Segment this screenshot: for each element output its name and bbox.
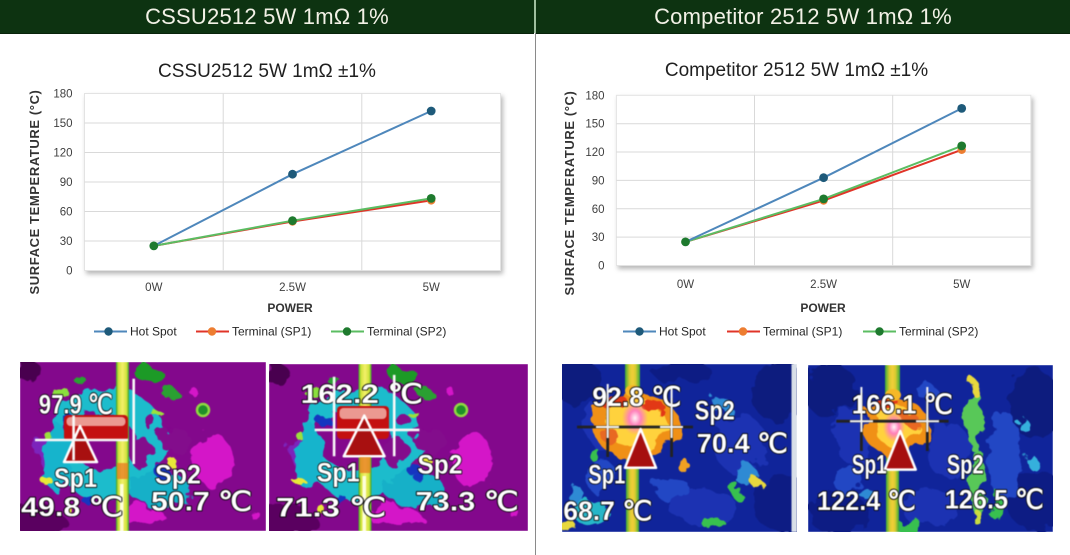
svg-text:0: 0 xyxy=(66,266,72,278)
svg-text:90: 90 xyxy=(60,177,73,189)
svg-text:Sp1: Sp1 xyxy=(588,459,625,489)
svg-text:Sp2: Sp2 xyxy=(155,459,201,489)
svg-text:0W: 0W xyxy=(677,279,694,291)
svg-text:166.1 ℃: 166.1 ℃ xyxy=(852,389,953,419)
svg-text:0: 0 xyxy=(598,261,604,273)
svg-text:Terminal (SP2): Terminal (SP2) xyxy=(367,325,446,339)
svg-text:Sp1: Sp1 xyxy=(317,457,360,487)
svg-text:POWER: POWER xyxy=(267,301,313,315)
svg-text:60: 60 xyxy=(592,204,605,216)
svg-text:30: 30 xyxy=(60,236,73,248)
svg-text:50.7 ℃: 50.7 ℃ xyxy=(151,487,252,517)
svg-text:Sp1: Sp1 xyxy=(852,449,887,479)
svg-text:Sp2: Sp2 xyxy=(695,395,735,425)
svg-text:90: 90 xyxy=(592,175,605,187)
svg-text:Terminal (SP1): Terminal (SP1) xyxy=(232,325,311,339)
svg-text:2.5W: 2.5W xyxy=(810,279,837,291)
svg-text:0W: 0W xyxy=(145,282,162,294)
svg-text:73.3 ℃: 73.3 ℃ xyxy=(416,487,519,517)
svg-text:126.5 ℃: 126.5 ℃ xyxy=(945,484,1044,514)
svg-text:70.4 ℃: 70.4 ℃ xyxy=(697,428,788,458)
svg-text:97.9 ℃: 97.9 ℃ xyxy=(39,390,113,420)
svg-text:Sp2: Sp2 xyxy=(947,449,984,479)
svg-text:71.3 ℃: 71.3 ℃ xyxy=(276,492,386,522)
svg-text:60: 60 xyxy=(60,207,73,219)
svg-text:92.8 ℃: 92.8 ℃ xyxy=(592,382,681,412)
svg-text:POWER: POWER xyxy=(800,301,846,315)
svg-text:122.4 ℃: 122.4 ℃ xyxy=(817,486,916,516)
svg-text:180: 180 xyxy=(585,90,604,102)
svg-text:68.7 ℃: 68.7 ℃ xyxy=(563,496,652,526)
svg-text:150: 150 xyxy=(585,119,604,131)
svg-text:162.2 ℃: 162.2 ℃ xyxy=(301,379,423,409)
svg-text:Sp2: Sp2 xyxy=(417,450,462,480)
svg-text:Hot Spot: Hot Spot xyxy=(130,325,177,339)
svg-text:Sp1: Sp1 xyxy=(54,463,97,493)
svg-text:SURFACE TEMPERATURE (°C): SURFACE TEMPERATURE (°C) xyxy=(562,91,577,296)
svg-text:Terminal (SP1): Terminal (SP1) xyxy=(763,325,842,339)
svg-text:120: 120 xyxy=(53,148,72,160)
svg-text:150: 150 xyxy=(53,118,72,130)
svg-text:SURFACE TEMPERATURE (°C): SURFACE TEMPERATURE (°C) xyxy=(27,90,42,295)
svg-text:30: 30 xyxy=(592,232,605,244)
svg-text:Terminal (SP2): Terminal (SP2) xyxy=(899,325,978,339)
svg-text:CSSU2512 5W 1mΩ ±1%: CSSU2512 5W 1mΩ ±1% xyxy=(158,61,376,82)
svg-text:49.8 ℃: 49.8 ℃ xyxy=(21,492,123,522)
svg-text:5W: 5W xyxy=(423,282,440,294)
svg-text:Competitor 2512 5W 1mΩ ±1%: Competitor 2512 5W 1mΩ ±1% xyxy=(665,60,928,81)
svg-text:5W: 5W xyxy=(953,279,970,291)
svg-text:2.5W: 2.5W xyxy=(279,282,306,294)
svg-text:120: 120 xyxy=(585,147,604,159)
svg-text:180: 180 xyxy=(53,89,72,101)
svg-text:Hot Spot: Hot Spot xyxy=(659,325,706,339)
